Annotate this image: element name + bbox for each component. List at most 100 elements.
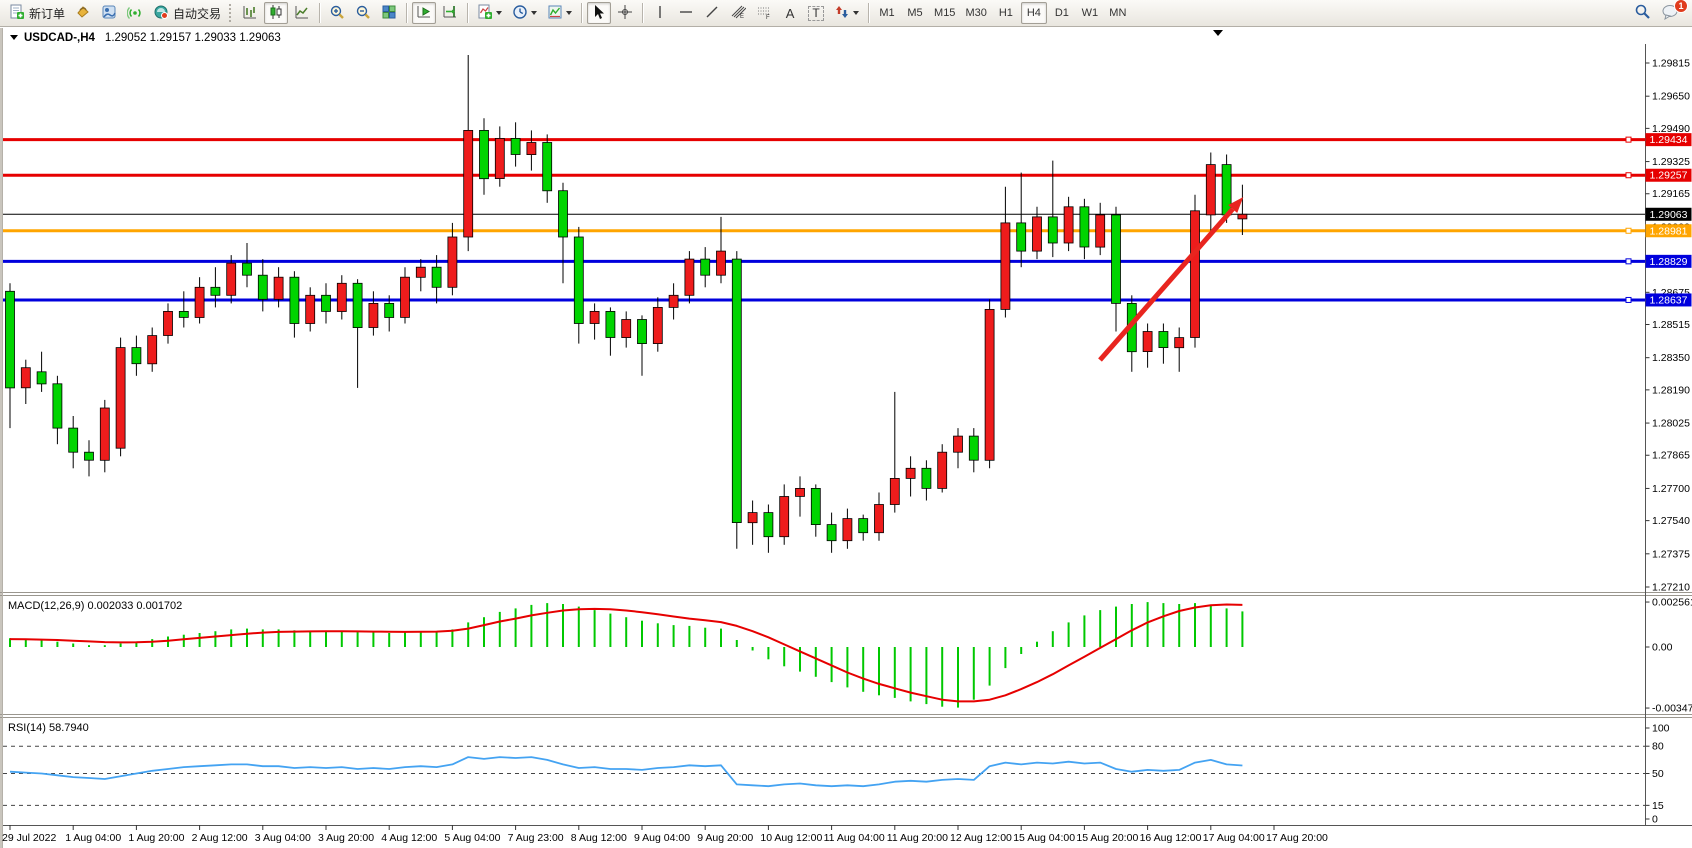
price-tag bbox=[1645, 133, 1692, 147]
zoom-in-button[interactable] bbox=[325, 2, 349, 24]
svg-text:1.28637: 1.28637 bbox=[1650, 294, 1688, 306]
chat-bubble-icon bbox=[1661, 4, 1679, 23]
horizontal-line-tool-button[interactable] bbox=[674, 2, 698, 24]
price-axis-tick: 1.29165 bbox=[1652, 188, 1690, 200]
svg-text:E: E bbox=[740, 14, 744, 20]
timeframe-h1-button[interactable]: H1 bbox=[998, 7, 1013, 19]
candlestick-mode-button[interactable] bbox=[264, 2, 289, 24]
chart-shift-button[interactable] bbox=[438, 2, 462, 24]
templates-button[interactable] bbox=[543, 2, 576, 24]
price-tag bbox=[1645, 254, 1692, 268]
new-order-button[interactable]: 新订单 bbox=[5, 2, 69, 24]
timeframe-h4-button[interactable]: H4 bbox=[1020, 2, 1047, 24]
fibonacci-icon: E bbox=[730, 4, 747, 23]
symbol-dropdown-icon[interactable] bbox=[10, 35, 18, 40]
search-button[interactable] bbox=[1630, 2, 1655, 24]
signals-button[interactable] bbox=[123, 2, 147, 24]
date-axis-label: 17 Aug 04:00 bbox=[1203, 832, 1265, 844]
timeframe-m15-button[interactable]: M15 bbox=[934, 7, 956, 19]
date-axis-label: 4 Aug 12:00 bbox=[381, 832, 437, 844]
timeframe-w1-button[interactable]: W1 bbox=[1081, 7, 1099, 19]
toolbar-separator bbox=[406, 3, 408, 23]
timeframe-d1-button[interactable]: D1 bbox=[1054, 7, 1069, 19]
price-axis-tick: 1.27540 bbox=[1652, 515, 1690, 527]
price-axis-tick: 1.28350 bbox=[1652, 352, 1690, 364]
toolbar-separator bbox=[319, 3, 321, 23]
search-icon bbox=[1634, 3, 1651, 23]
line-chart-mode-button[interactable] bbox=[290, 2, 314, 24]
rsi-indicator-label: RSI(14) 58.7940 bbox=[8, 722, 89, 734]
indicators-button[interactable] bbox=[473, 2, 506, 24]
auto-trading-button[interactable]: 自动交易 bbox=[149, 2, 225, 24]
date-axis-label: 9 Aug 04:00 bbox=[634, 832, 690, 844]
macd-axis-tick: 0.002561 bbox=[1652, 597, 1692, 609]
timeframe-mn-button[interactable]: MN bbox=[1109, 7, 1127, 19]
date-axis-label: 10 Aug 12:00 bbox=[760, 832, 822, 844]
date-axis-label: 15 Aug 04:00 bbox=[1013, 832, 1075, 844]
rsi-axis-tick: 15 bbox=[1652, 800, 1664, 812]
price-axis-tick: 1.28190 bbox=[1652, 384, 1690, 396]
date-axis-label: 11 Aug 20:00 bbox=[887, 832, 948, 844]
fibonacci-tool-button[interactable]: E bbox=[726, 2, 750, 24]
new-order-label: 新订单 bbox=[29, 6, 66, 21]
date-axis-label: 3 Aug 20:00 bbox=[318, 832, 374, 844]
bar-chart-mode-button[interactable] bbox=[238, 2, 262, 24]
timeframe-m30-button[interactable]: M30 bbox=[965, 7, 987, 19]
trend-arrow-head bbox=[1228, 197, 1244, 213]
toolbar-separator bbox=[467, 3, 469, 23]
profile-button[interactable] bbox=[97, 2, 121, 24]
chart-symbol-period: USDCAD-,H4 bbox=[24, 31, 95, 44]
chart-expand-marker-icon[interactable] bbox=[1213, 30, 1223, 36]
macd-axis-tick: 0.00 bbox=[1652, 642, 1673, 654]
date-axis-label: 11 Aug 04:00 bbox=[824, 832, 885, 844]
text-tool-icon: A bbox=[785, 5, 795, 21]
line-handle bbox=[1625, 227, 1632, 234]
profile-chart-icon bbox=[101, 4, 117, 23]
new-order-icon bbox=[9, 4, 25, 23]
line-chart-icon bbox=[294, 4, 310, 23]
clock-icon bbox=[512, 4, 528, 23]
template-icon bbox=[547, 4, 563, 23]
trendline-tool-button[interactable] bbox=[700, 2, 724, 24]
timeframe-m5-button[interactable]: M5 bbox=[907, 7, 923, 19]
vertical-line-tool-button[interactable] bbox=[648, 2, 672, 24]
auto-scroll-button[interactable] bbox=[412, 2, 437, 24]
auto-trading-label: 自动交易 bbox=[173, 6, 222, 21]
price-tag bbox=[1645, 224, 1692, 238]
date-axis-label: 12 Aug 12:00 bbox=[950, 832, 1012, 844]
channel-tool-button[interactable]: F bbox=[752, 2, 776, 24]
price-tag bbox=[1645, 293, 1692, 307]
dropdown-caret-icon bbox=[531, 11, 538, 15]
svg-text:1.29257: 1.29257 bbox=[1650, 170, 1688, 182]
notifications-button[interactable]: 1 bbox=[1657, 0, 1688, 24]
periods-button[interactable] bbox=[508, 2, 541, 24]
zoom-out-button[interactable] bbox=[351, 2, 375, 24]
auto-scroll-icon bbox=[416, 4, 432, 23]
cursor-tool-button[interactable] bbox=[587, 2, 612, 24]
price-axis-tick: 1.29815 bbox=[1652, 58, 1690, 70]
indicators-icon bbox=[477, 4, 493, 23]
price-axis-tick: 1.27700 bbox=[1652, 483, 1690, 495]
date-axis-label: 5 Aug 04:00 bbox=[444, 832, 500, 844]
crosshair-tool-button[interactable] bbox=[613, 2, 637, 24]
chart-canvas[interactable]: 1.29815 1.29650 1.29490 1.29325 1.29165 1.290… bbox=[0, 28, 1692, 848]
channel-grid-icon: F bbox=[756, 4, 772, 23]
tile-windows-icon bbox=[381, 4, 397, 23]
price-axis-tick: 1.29650 bbox=[1652, 91, 1690, 103]
candles bbox=[5, 55, 1248, 553]
svg-text:1.28981: 1.28981 bbox=[1650, 225, 1688, 237]
styler-button[interactable] bbox=[71, 2, 95, 24]
toolbar-grip bbox=[229, 4, 234, 22]
text-label-tool-button[interactable]: T bbox=[804, 2, 828, 24]
text-tool-button[interactable]: A bbox=[778, 2, 802, 24]
date-axis-label: 9 Aug 20:00 bbox=[697, 832, 753, 844]
dropdown-caret-icon bbox=[853, 11, 860, 15]
date-axis-label: 1 Aug 20:00 bbox=[128, 832, 184, 844]
price-axis-tick: 1.27865 bbox=[1652, 450, 1690, 462]
arrows-tool-button[interactable] bbox=[830, 2, 863, 24]
tile-windows-button[interactable] bbox=[377, 2, 401, 24]
date-axis-label: 3 Aug 04:00 bbox=[255, 832, 311, 844]
price-axis-tick: 1.28025 bbox=[1652, 418, 1690, 430]
date-axis-label: 8 Aug 12:00 bbox=[571, 832, 627, 844]
timeframe-m1-button[interactable]: M1 bbox=[879, 7, 895, 19]
